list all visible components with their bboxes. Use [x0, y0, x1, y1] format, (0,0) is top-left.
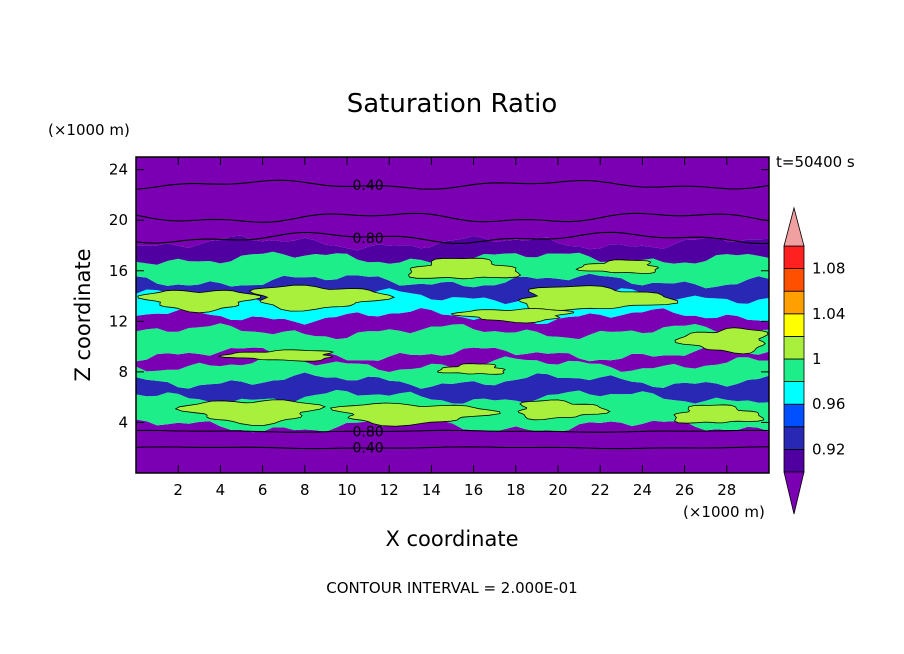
- x-tick-label: 18: [506, 481, 525, 499]
- colorbar-label: 1.04: [812, 305, 845, 323]
- moist-patch: [575, 259, 659, 274]
- x-axis-ticks: 2 4 6 8 10 12 14 16 18 20 22 24 26 28: [173, 157, 736, 499]
- field-band: [136, 157, 769, 251]
- moist-patch: [517, 285, 679, 312]
- moist-patch: [436, 363, 506, 375]
- y-tick-label: 4: [118, 413, 128, 431]
- x-tick-label: 20: [548, 481, 567, 499]
- contour-line: [136, 212, 769, 223]
- field-band: [136, 419, 769, 473]
- x-tick-label: 2: [173, 481, 183, 499]
- colorbar-swatch: [783, 358, 805, 383]
- colorbar-swatch: [783, 381, 805, 405]
- colorbar-label: 1: [812, 350, 822, 368]
- colorbar-over-arrow: [783, 206, 805, 247]
- moist-patch: [408, 257, 522, 280]
- colorbar-swatch: [783, 313, 805, 337]
- plot-frame: [135, 156, 770, 474]
- x-tick-label: 26: [675, 481, 694, 499]
- moist-patch: [329, 402, 501, 427]
- moist-patch: [450, 308, 575, 324]
- moist-patch: [218, 349, 335, 362]
- contour-interval-note: CONTOUR INTERVAL = 2.000E-01: [326, 579, 577, 597]
- contour-field: [136, 157, 769, 473]
- y-axis-ticks: 4 8 12 16 20 24: [109, 161, 769, 431]
- time-label: t=50400 s: [776, 153, 855, 171]
- y-axis-label: Z coordinate: [71, 248, 95, 381]
- x-tick-label: 4: [216, 481, 226, 499]
- field-band: [136, 235, 769, 265]
- y-axis-unit: (×1000 m): [48, 121, 130, 139]
- moist-patch: [174, 399, 326, 426]
- colorbar-label: 0.92: [812, 440, 845, 458]
- colorbar-swatch: [783, 290, 805, 315]
- moist-patch: [137, 289, 262, 314]
- colorbar: 0.92 0.96 1 1.04 1.08: [783, 206, 845, 515]
- moist-patch: [517, 399, 611, 421]
- chart-title: Saturation Ratio: [347, 89, 558, 119]
- field-band: [136, 347, 769, 372]
- x-tick-label: 6: [258, 481, 268, 499]
- contour-label: 0.80: [353, 231, 384, 247]
- moist-patch: [674, 327, 769, 355]
- contour-line: [136, 231, 769, 245]
- colorbar-swatch: [783, 426, 805, 450]
- colorbar-swatch: [783, 245, 805, 270]
- x-tick-label: 12: [380, 481, 399, 499]
- contour-line: [136, 179, 769, 190]
- x-axis-label: X coordinate: [385, 527, 518, 551]
- x-tick-label: 22: [591, 481, 610, 499]
- y-tick-label: 8: [118, 363, 128, 381]
- x-tick-label: 16: [464, 481, 483, 499]
- y-tick-label: 20: [109, 211, 128, 229]
- x-tick-label: 28: [717, 481, 736, 499]
- colorbar-swatch: [783, 403, 805, 428]
- x-tick-label: 14: [422, 481, 441, 499]
- colorbar-swatch: [783, 448, 805, 473]
- x-tick-label: 8: [300, 481, 310, 499]
- colorbar-label: 1.08: [812, 260, 845, 278]
- contour-lines: [136, 179, 769, 450]
- contour-line: [136, 446, 769, 450]
- moist-patch: [248, 284, 396, 312]
- x-tick-label: 24: [633, 481, 652, 499]
- y-tick-label: 24: [109, 161, 128, 179]
- colorbar-label: 0.96: [812, 395, 845, 413]
- colorbar-swatch: [783, 335, 805, 360]
- y-tick-label: 16: [109, 262, 128, 280]
- field-band: [136, 372, 769, 405]
- moist-patch: [673, 404, 765, 424]
- colorbar-swatch: [783, 268, 805, 292]
- contour-line: [136, 429, 769, 433]
- contour-label: 0.40: [353, 178, 384, 194]
- y-tick-label: 12: [109, 312, 128, 330]
- field-band: [136, 308, 769, 340]
- colorbar-under-arrow: [783, 471, 805, 515]
- x-tick-label: 10: [337, 481, 356, 499]
- contour-labels: 0.400.800.800.40: [353, 178, 384, 457]
- contour-label: 0.80: [353, 424, 384, 440]
- x-axis-unit: (×1000 m): [683, 503, 765, 521]
- contour-label: 0.40: [353, 441, 384, 457]
